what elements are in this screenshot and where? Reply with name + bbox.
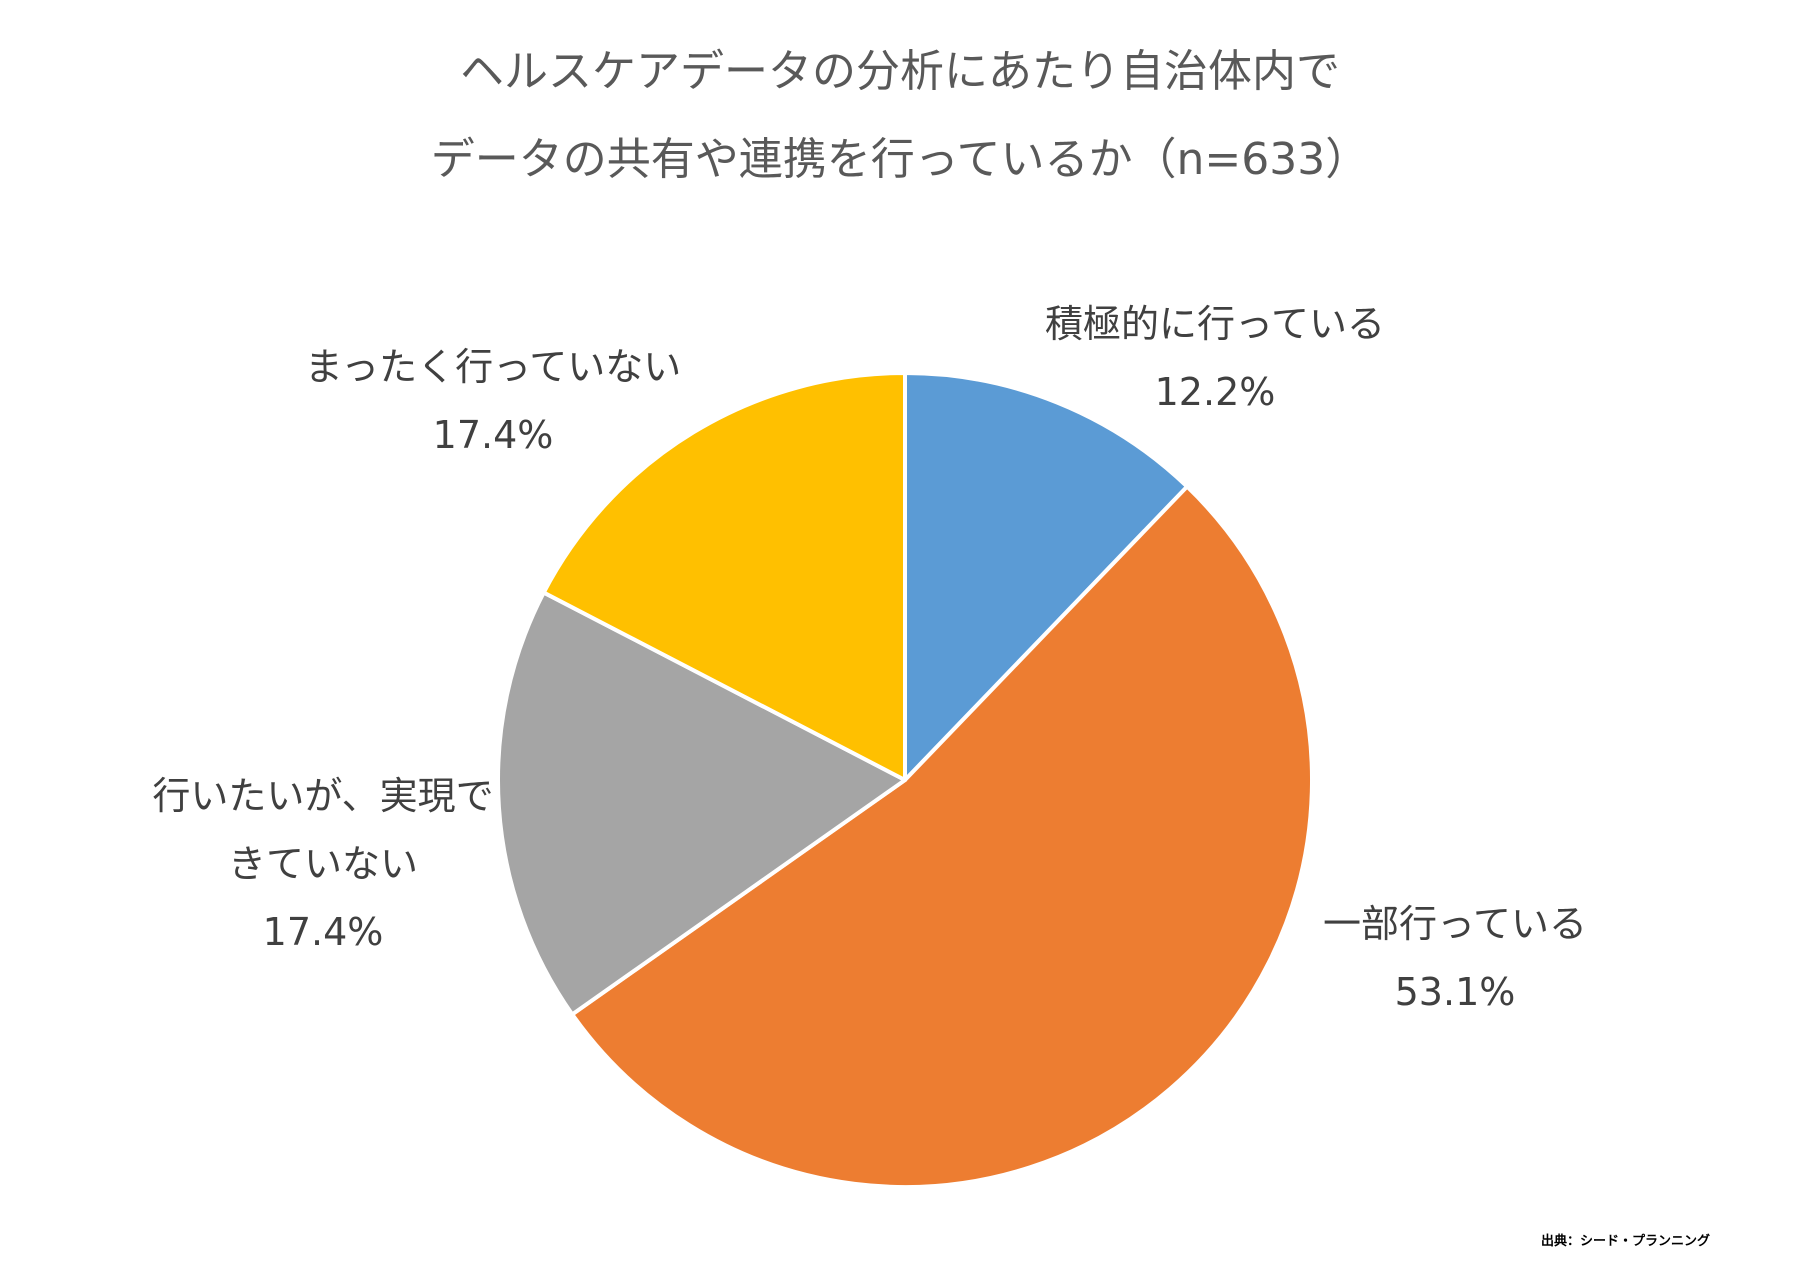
slice-name-partial: 一部行っている (1322, 902, 1588, 946)
slice-value-active: 12.2% (1154, 370, 1276, 414)
pie-slice-wish-not-realized (496, 590, 907, 1017)
pie-slice-partial (570, 484, 1314, 1189)
chart-title-line-2: データの共有や連携を行っているか（n=633） (430, 134, 1370, 185)
pie-slice-active (903, 371, 1190, 782)
slice-name-wish-not-realized-line-1: 行いたいが、実現で (152, 774, 494, 818)
slice-name-wish-not-realized-line-2: きていない (227, 842, 418, 886)
slice-label-not-at-all: まったく行っていない 17.4% (305, 333, 682, 469)
slice-label-partial: 一部行っている 53.1% (1323, 890, 1587, 1026)
chart-title: ヘルスケアデータの分析にあたり自治体内で データの共有や連携を行っているか（n=… (0, 28, 1800, 204)
slice-value-wish-not-realized: 17.4% (262, 910, 384, 954)
slice-label-active: 積極的に行っている 12.2% (1045, 290, 1385, 426)
slice-name-not-at-all: まったく行っていない (304, 345, 682, 389)
slice-label-wish-not-realized: 行いたいが、実現で きていない 17.4% (152, 762, 493, 966)
slice-value-not-at-all: 17.4% (432, 413, 554, 457)
slice-name-active: 積極的に行っている (1044, 302, 1386, 346)
source-note: 出典：シード・プランニング (1540, 1234, 1710, 1249)
pie-slice-not-at-all (541, 371, 907, 782)
chart-title-line-1: ヘルスケアデータの分析にあたり自治体内で (460, 46, 1340, 97)
slice-value-partial: 53.1% (1394, 970, 1516, 1014)
